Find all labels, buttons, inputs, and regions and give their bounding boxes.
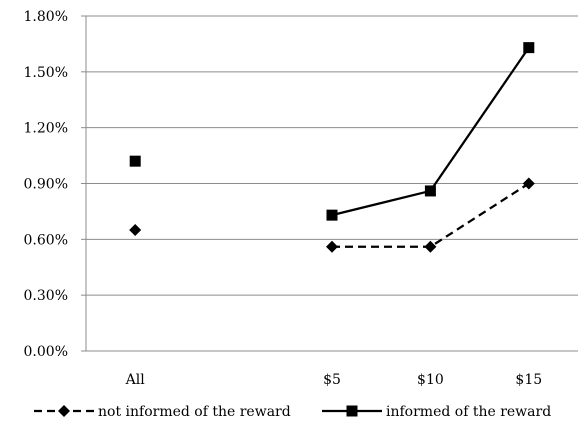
- data-point: [326, 209, 338, 221]
- y-tick-label: 0.00%: [24, 344, 68, 360]
- legend-item-0: not informed of the reward: [34, 404, 291, 420]
- series-informed: [129, 42, 535, 221]
- series: [129, 42, 535, 253]
- x-tick-label: $5: [323, 372, 341, 388]
- legend-marker: [346, 405, 358, 417]
- y-tick-label: 0.90%: [24, 177, 68, 193]
- x-tick-label: All: [125, 372, 146, 388]
- legend-label: informed of the reward: [386, 404, 551, 420]
- legend-marker: [58, 405, 70, 417]
- y-tick-label: 1.50%: [24, 65, 68, 81]
- x-axis-tick-labels: All $5 $10 $15: [125, 372, 543, 388]
- data-point: [424, 240, 437, 253]
- data-point: [523, 42, 535, 54]
- gridlines: [86, 15, 578, 296]
- legend: not informed of the reward informed of th…: [34, 404, 551, 420]
- y-tick-label: 1.80%: [24, 9, 68, 25]
- y-tick-label: 0.60%: [24, 232, 68, 248]
- y-tick-label: 0.30%: [24, 288, 68, 304]
- axes: [81, 15, 578, 352]
- x-tick-label: $10: [417, 372, 444, 388]
- legend-item-1: informed of the reward: [322, 404, 551, 420]
- x-tick-label: $15: [515, 372, 542, 388]
- data-point: [129, 224, 142, 237]
- y-axis-tick-labels: 0.00% 0.30% 0.60% 0.90% 1.20% 1.50% 1.80%: [24, 9, 68, 360]
- data-point: [326, 240, 338, 253]
- data-point: [129, 155, 141, 167]
- series-not-informed: [129, 177, 535, 253]
- legend-label: not informed of the reward: [98, 404, 291, 420]
- data-point: [424, 185, 436, 197]
- data-point: [522, 177, 535, 190]
- y-tick-label: 1.20%: [24, 121, 68, 137]
